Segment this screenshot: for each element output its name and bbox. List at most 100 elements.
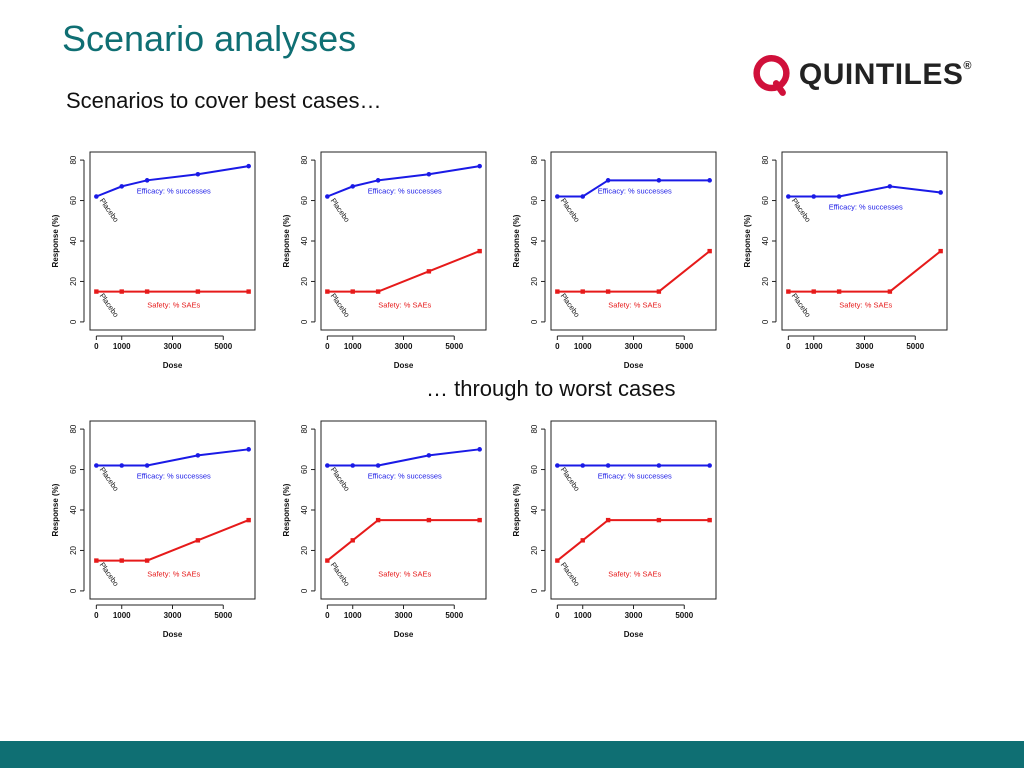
x-tick-label: 1000 — [344, 611, 362, 620]
data-point-safety — [555, 289, 560, 294]
data-point-efficacy — [811, 194, 817, 199]
series-line-efficacy — [96, 448, 249, 467]
y-tick-label: 20 — [761, 276, 770, 285]
data-point-safety — [325, 289, 330, 294]
x-tick-label: 0 — [94, 611, 99, 620]
y-tick-label: 0 — [69, 319, 78, 324]
data-point-safety — [426, 517, 432, 523]
series-label-safety: Safety: % SAEs — [378, 301, 431, 310]
series-label-safety: Safety: % SAEs — [608, 301, 661, 310]
plot-frame — [781, 151, 948, 331]
x-axis-title: Dose — [624, 361, 644, 370]
x-tick-label: 1000 — [574, 611, 592, 620]
placebo-annotation: Placebo — [559, 292, 582, 319]
x-tick-label: 3000 — [856, 342, 874, 351]
data-point-efficacy — [477, 447, 482, 452]
y-tick-label: 0 — [530, 588, 539, 593]
data-point-efficacy — [426, 453, 432, 458]
placebo-annotation: Placebo — [98, 196, 121, 223]
data-point-efficacy — [350, 463, 356, 468]
y-axis-title: Response (%) — [512, 483, 521, 536]
series-label-safety: Safety: % SAEs — [839, 301, 892, 310]
data-point-efficacy — [836, 194, 842, 199]
data-point-efficacy — [144, 178, 150, 183]
x-tick-label: 0 — [555, 342, 560, 351]
chart-panel-1: 0 20 40 60 80 0 1000 3000 5000 Dose Response (%) Ef… — [48, 146, 260, 372]
placebo-annotation: Placebo — [329, 292, 352, 319]
registered-mark: ® — [963, 60, 972, 72]
x-tick-label: 1000 — [805, 342, 823, 351]
data-point-safety — [555, 558, 560, 563]
x-tick-label: 3000 — [395, 611, 413, 620]
data-point-safety — [656, 289, 662, 294]
series-line-safety — [556, 519, 710, 562]
data-point-efficacy — [656, 178, 662, 183]
data-point-safety — [477, 248, 482, 254]
y-tick-label: 0 — [761, 319, 770, 324]
chart-panel-2: 0 20 40 60 80 0 1000 3000 5000 Dose Response (%) Ef… — [279, 146, 491, 372]
data-point-efficacy — [887, 184, 893, 189]
chart-svg: 0 20 40 60 80 0 1000 3000 5000 Dose Response (%) Ef… — [282, 151, 487, 370]
y-tick-label: 40 — [761, 236, 770, 245]
data-point-efficacy — [656, 463, 662, 468]
x-axis-title: Dose — [394, 361, 414, 370]
x-axis-title: Dose — [394, 630, 414, 639]
y-tick-label: 60 — [300, 196, 309, 205]
y-tick-label: 60 — [530, 196, 539, 205]
x-tick-label: 5000 — [675, 342, 693, 351]
x-tick-label: 0 — [94, 342, 99, 351]
series-line-safety — [327, 250, 481, 293]
y-tick-label: 80 — [761, 155, 770, 164]
data-point-efficacy — [605, 463, 611, 468]
quintiles-logo-mark-icon — [753, 55, 790, 96]
data-point-efficacy — [555, 463, 560, 468]
y-tick-label: 80 — [530, 155, 539, 164]
y-tick-label: 80 — [69, 424, 78, 433]
data-point-safety — [144, 289, 150, 294]
y-tick-label: 40 — [69, 505, 78, 514]
x-tick-label: 5000 — [906, 342, 924, 351]
data-point-efficacy — [246, 163, 251, 169]
data-point-safety — [94, 289, 99, 294]
chart-panel-3: 0 20 40 60 80 0 1000 3000 5000 Dose Response (%) Ef… — [509, 146, 721, 372]
series-line-efficacy — [788, 185, 941, 198]
data-point-efficacy — [375, 463, 381, 468]
data-point-safety — [887, 289, 893, 294]
y-tick-label: 20 — [530, 545, 539, 554]
plot-frame — [550, 151, 717, 331]
y-tick-label: 60 — [530, 465, 539, 474]
data-point-safety — [94, 558, 99, 563]
data-point-safety — [325, 558, 330, 563]
data-point-efficacy — [580, 463, 586, 468]
chart-svg: 0 20 40 60 80 0 1000 3000 5000 Dose Response (%) Ef… — [743, 151, 948, 370]
data-point-efficacy — [144, 463, 150, 468]
placebo-annotation: Placebo — [98, 465, 121, 492]
series-label-efficacy: Efficacy: % successes — [368, 186, 442, 195]
data-point-safety — [580, 289, 585, 294]
series-label-efficacy: Efficacy: % successes — [598, 472, 672, 481]
x-tick-label: 1000 — [113, 611, 131, 620]
data-point-efficacy — [195, 453, 201, 458]
data-point-safety — [707, 248, 712, 254]
data-point-efficacy — [580, 194, 586, 199]
series-label-safety: Safety: % SAEs — [147, 301, 200, 310]
data-point-efficacy — [707, 463, 712, 468]
x-tick-label: 1000 — [574, 342, 592, 351]
y-tick-label: 60 — [300, 465, 309, 474]
series-line-efficacy — [327, 448, 480, 467]
x-tick-label: 3000 — [625, 611, 643, 620]
y-tick-label: 40 — [69, 236, 78, 245]
x-axis-title: Dose — [624, 630, 644, 639]
chart-panel-4: 0 20 40 60 80 0 1000 3000 5000 Dose Response (%) Ef… — [740, 146, 952, 372]
y-tick-label: 20 — [69, 276, 78, 285]
data-point-efficacy — [605, 178, 611, 183]
y-tick-label: 0 — [530, 319, 539, 324]
y-tick-label: 20 — [69, 545, 78, 554]
y-tick-label: 20 — [300, 545, 309, 554]
chart-svg: 0 20 40 60 80 0 1000 3000 5000 Dose Response (%) Ef… — [51, 151, 256, 370]
data-point-safety — [195, 289, 201, 294]
x-axis-title: Dose — [163, 630, 183, 639]
y-tick-label: 40 — [530, 236, 539, 245]
plot-frame — [89, 151, 256, 331]
data-point-efficacy — [707, 178, 712, 183]
